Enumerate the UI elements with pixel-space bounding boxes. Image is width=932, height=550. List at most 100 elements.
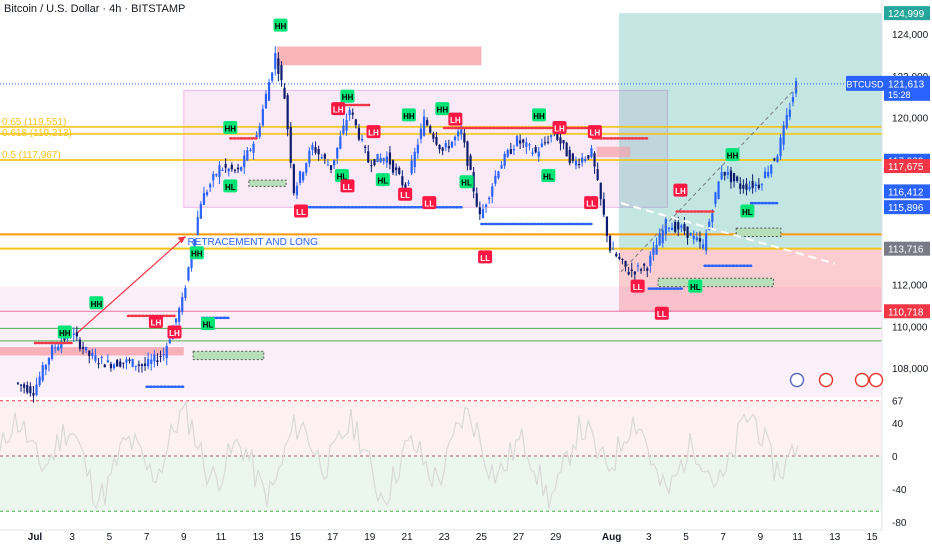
structure-label-box: [223, 179, 238, 193]
candle-body: [540, 143, 543, 147]
candle-body: [484, 204, 488, 207]
candle-body: [732, 173, 736, 182]
candle-body: [159, 355, 162, 357]
candle-body: [32, 392, 35, 396]
structure-label-box: [334, 168, 349, 182]
candle-body: [528, 144, 531, 146]
date-tick-label: 7: [720, 532, 726, 543]
price-tick-label: 120,000: [892, 114, 929, 125]
date-tick-label: 15: [866, 532, 878, 543]
candle-body: [258, 126, 261, 137]
date-tick-label: 25: [476, 532, 488, 543]
structure-label-box: [273, 18, 288, 32]
candle-body: [444, 143, 447, 148]
candle-body: [621, 258, 624, 260]
candle-body: [457, 131, 460, 137]
candle-body: [60, 341, 63, 349]
demand-zone: [192, 350, 265, 361]
candle-body: [491, 186, 494, 197]
candle-body: [701, 244, 705, 249]
structure-label-box: [89, 296, 104, 310]
osc-tick-label: -40: [892, 485, 907, 496]
candle-body: [267, 82, 271, 101]
candle-body: [246, 150, 249, 161]
candle-body: [460, 129, 463, 135]
candle-body: [329, 165, 333, 170]
candle-body: [143, 363, 147, 366]
candle-body: [562, 140, 565, 144]
structure-label-box: [57, 325, 72, 339]
candle-body: [233, 169, 237, 171]
candle-body: [184, 287, 187, 298]
structure-label: LH: [151, 319, 162, 328]
candle-body: [264, 93, 268, 109]
structure-label: HH: [533, 112, 545, 121]
candle-body: [407, 182, 410, 184]
candle-body: [649, 255, 652, 266]
date-tick-label: Aug: [602, 532, 621, 543]
candle-body: [379, 157, 382, 163]
candle-body: [199, 203, 202, 219]
candle-body: [667, 227, 671, 229]
candle-body: [723, 171, 726, 176]
structure-label-box: [435, 102, 450, 116]
candle-body: [78, 339, 82, 349]
candle-body: [38, 376, 41, 385]
date-tick-label: 13: [253, 532, 265, 543]
structure-label: HL: [461, 179, 472, 188]
retracement-arrowhead: [177, 236, 186, 244]
price-badge: [884, 241, 930, 256]
candle-body: [252, 143, 255, 153]
candle-body: [469, 155, 472, 170]
structure-label-box: [398, 187, 413, 201]
date-tick-label: 29: [550, 532, 562, 543]
osc-upper-zone: [0, 400, 882, 456]
retracement-label: RETRACEMENT AND LONG: [188, 237, 319, 248]
candle-body: [336, 147, 339, 159]
candle-body: [181, 296, 184, 312]
candle-body: [243, 155, 246, 168]
candle-body: [574, 160, 578, 166]
candle-body: [435, 136, 438, 145]
price-badge-label: 124,999: [888, 9, 925, 20]
candle-body: [190, 253, 193, 268]
candle-body: [708, 221, 711, 230]
candle-body: [308, 150, 311, 164]
candle-body: [543, 142, 547, 144]
candle-body: [97, 363, 100, 365]
candle-body: [317, 149, 320, 155]
candle-body: [85, 346, 88, 351]
structure-label: LL: [586, 200, 596, 209]
candle-body: [615, 253, 618, 257]
structure-label-box: [532, 108, 547, 122]
retracement-arrow: [77, 236, 187, 333]
candle-body: [512, 149, 516, 151]
structure-label: HL: [203, 321, 214, 330]
candle-body: [137, 364, 140, 366]
structure-label-box: [401, 108, 416, 122]
candle-body: [763, 171, 767, 179]
candle-body: [658, 233, 661, 246]
candle-body: [348, 110, 351, 116]
structure-label: HL: [543, 172, 554, 181]
candle-body: [373, 159, 376, 166]
candle-body: [215, 174, 218, 176]
candle-body: [639, 269, 643, 271]
candle-body: [770, 165, 773, 174]
candle-body: [674, 222, 677, 232]
candle-body: [767, 171, 770, 177]
candle-body: [593, 153, 596, 167]
price-badge: [884, 200, 930, 215]
candle-body: [661, 230, 664, 244]
candle-body: [664, 219, 667, 235]
candle-body: [705, 233, 708, 251]
candle-body: [624, 260, 627, 268]
economic-event-icon: [868, 372, 884, 388]
date-tick-label: 3: [646, 532, 652, 543]
candle-body: [72, 333, 75, 335]
candle-body: [788, 109, 791, 117]
candle-body: [109, 363, 113, 369]
date-tick-label: 9: [758, 532, 764, 543]
